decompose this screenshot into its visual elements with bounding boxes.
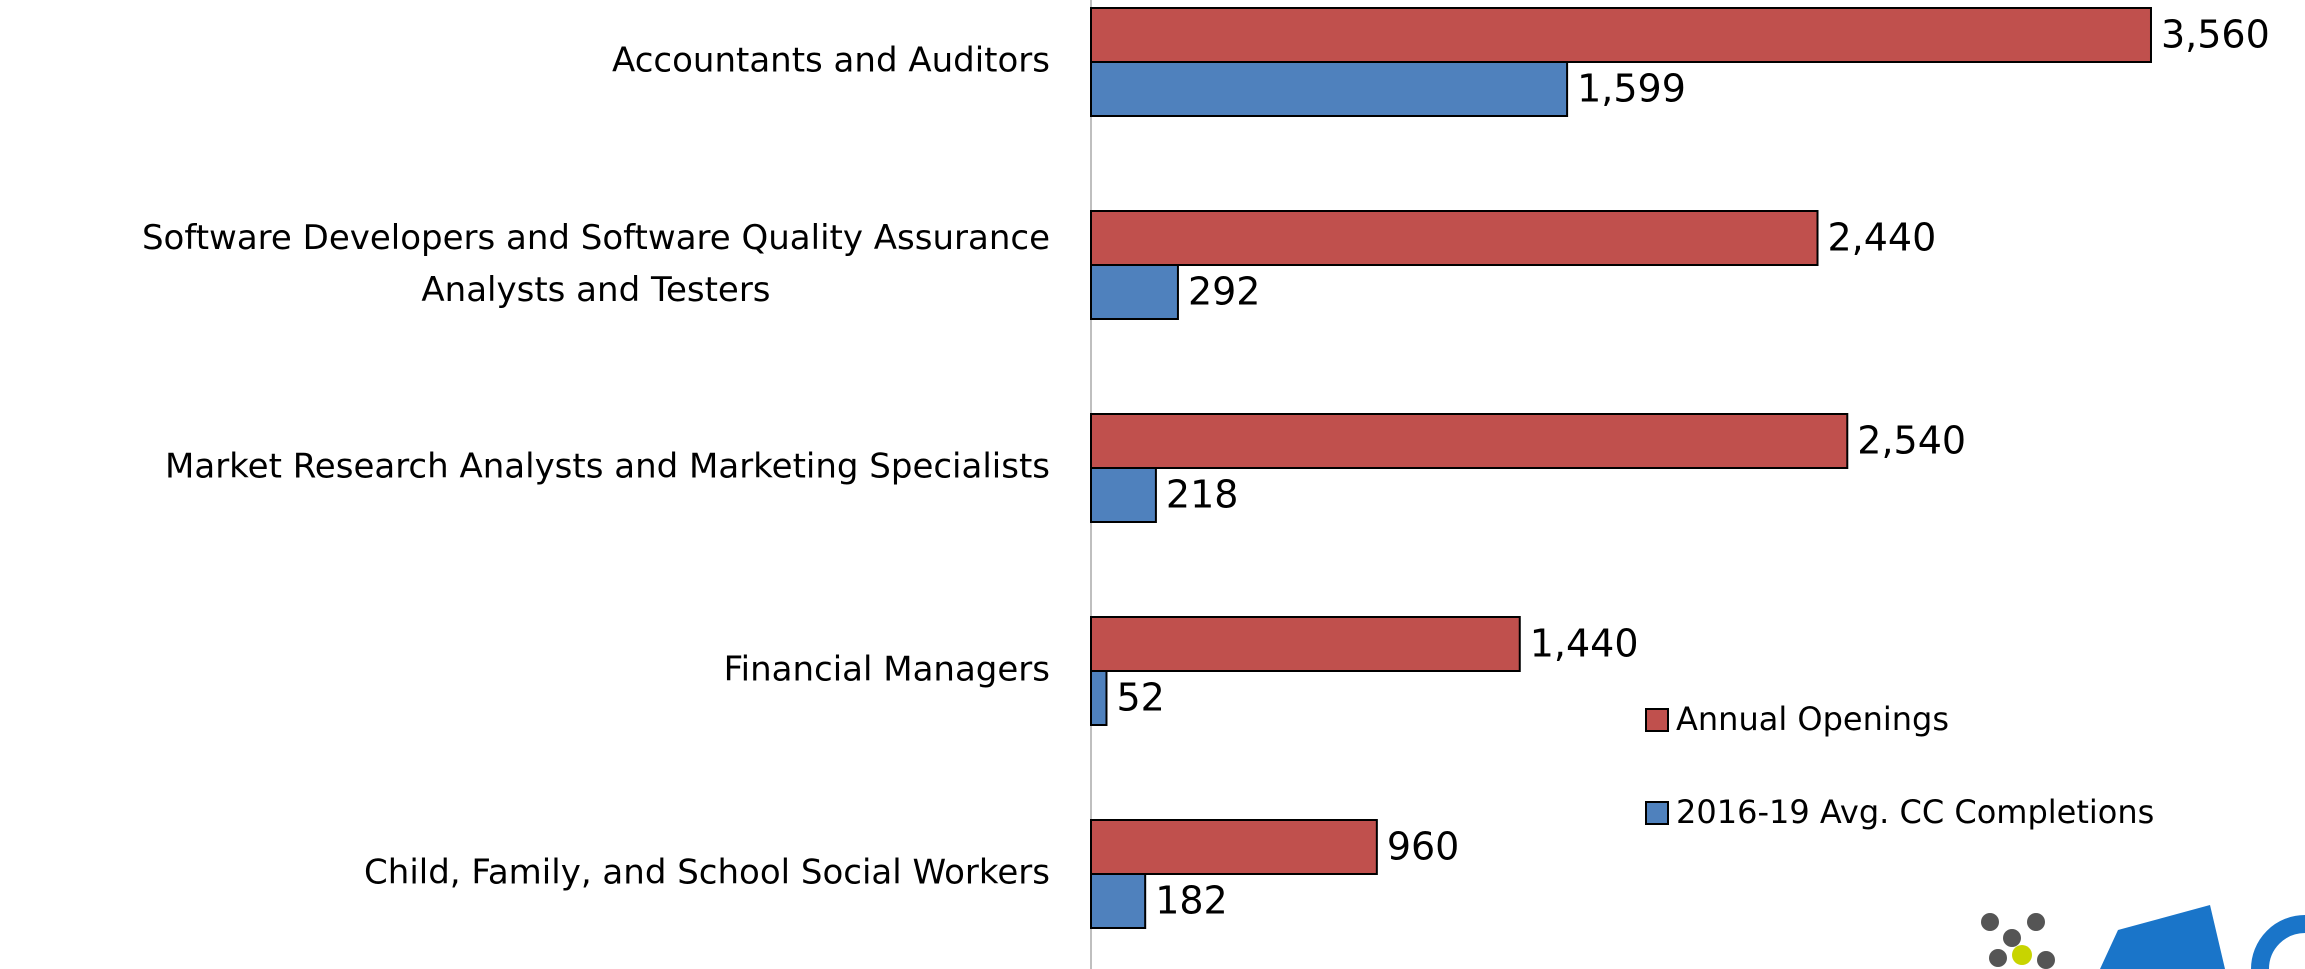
legend-label: Annual Openings (1676, 700, 1949, 738)
value-label: 182 (1155, 879, 1228, 923)
bar (1090, 413, 1849, 469)
bar (1090, 616, 1521, 672)
value-label: 292 (1188, 270, 1261, 314)
value-label: 1,440 (1530, 622, 1639, 666)
bar (1090, 873, 1147, 929)
value-label: 3,560 (2161, 13, 2270, 57)
category-label: Market Research Analysts and Marketing S… (165, 447, 1050, 487)
value-label: 960 (1387, 825, 1460, 869)
bar (1090, 819, 1378, 875)
category-label: Financial Managers (724, 650, 1050, 690)
category-label: Accountants and Auditors (612, 41, 1050, 81)
category-label: Child, Family, and School Social Workers (364, 853, 1050, 893)
legend-swatch (1645, 708, 1669, 732)
value-label: 2,440 (1828, 216, 1937, 260)
bar (1090, 467, 1157, 523)
category-label: Software Developers and Software Quality… (142, 218, 1050, 310)
value-label: 52 (1116, 676, 1164, 720)
bar (1090, 7, 2152, 63)
bar (1090, 670, 1108, 726)
value-label: 2,540 (1857, 419, 1966, 463)
logo (1981, 905, 2305, 969)
value-label: 1,599 (1577, 67, 1686, 111)
bar (1090, 210, 1819, 266)
bar (1090, 264, 1179, 320)
bar (1090, 61, 1569, 117)
value-label: 218 (1166, 473, 1239, 517)
legend-swatch (1645, 801, 1669, 825)
legend-label: 2016-19 Avg. CC Completions (1676, 793, 2154, 831)
